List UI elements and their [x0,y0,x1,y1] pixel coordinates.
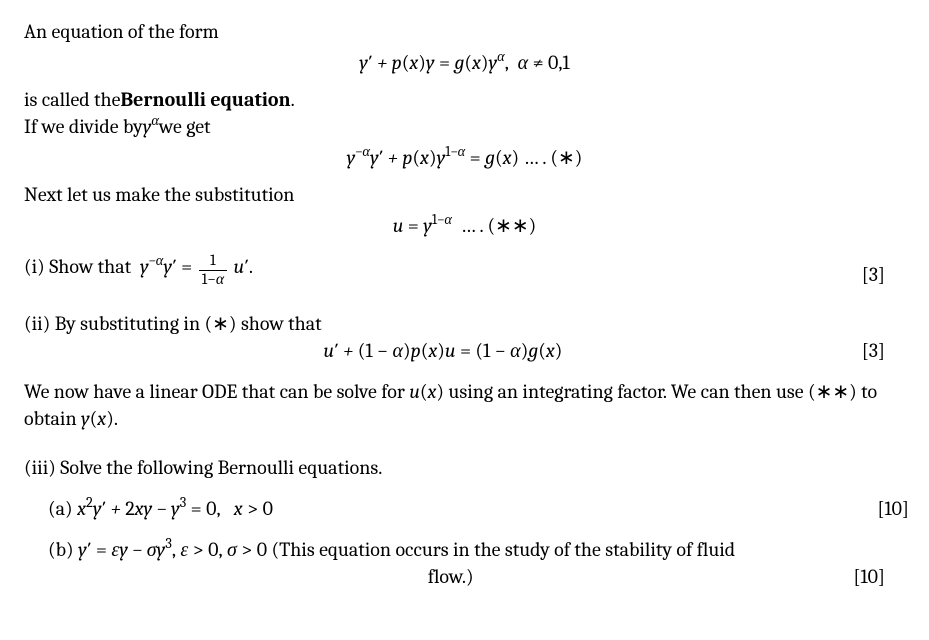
part-i-row: (i) Show that y−αy′ = 11−α u′. [3] [24,253,905,288]
part-a-marks: [10] [877,495,929,522]
part-b-block: (b) y′ = εy − σy3, ε > 0, σ > 0 (This eq… [24,536,905,590]
part-b-line2: flow.) [48,563,853,590]
equation-1: y′ + p(x)y = g(x)yα, α ≠ 0,1 [24,49,905,76]
called-line: is called the Bernoulli equation . [24,86,905,113]
part-b-row2: flow.) [10] [48,563,905,590]
called-prefix: is called the [24,86,120,113]
equation-ii: u′ + (1 − α)p(x)u = (1 − α)g(x) [24,337,862,364]
part-ii-lead: (ii) By substituting in (∗) show that [24,310,905,337]
intro-line: An equation of the form [24,18,905,45]
part-i-text: (i) Show that y−αy′ = 11−α u′. [24,253,253,288]
part-i-marks: [3] [862,261,905,288]
equation-2: y−αy′ + p(x)y1−α = g(x) … . (∗) [24,144,905,171]
part-a-row: (a) x2y′ + 2xy − y3 = 0, x > 0 [10] [24,495,929,522]
linear-ode-text: We now have a linear ODE that can be sol… [24,378,905,432]
substitution-line: Next let us make the substitution [24,181,905,208]
divide-line: If we divide by yα we get [24,113,905,140]
part-iii-lead: (iii) Solve the following Bernoulli equa… [24,454,905,481]
part-b-line1: (b) y′ = εy − σy3, ε > 0, σ > 0 (This eq… [48,536,905,563]
document-page: An equation of the form y′ + p(x)y = g(x… [0,0,929,640]
part-ii-row: u′ + (1 − α)p(x)u = (1 − α)g(x) [3] [24,337,905,364]
called-suffix: . [291,86,295,113]
part-b-marks: [10] [853,563,905,590]
part-ii-marks: [3] [862,337,905,364]
bernoulli-bold: Bernoulli equation [120,86,290,113]
part-a-text: (a) x2y′ + 2xy − y3 = 0, x > 0 [48,495,273,522]
equation-3: u = y1−α … . (∗∗) [24,212,905,239]
